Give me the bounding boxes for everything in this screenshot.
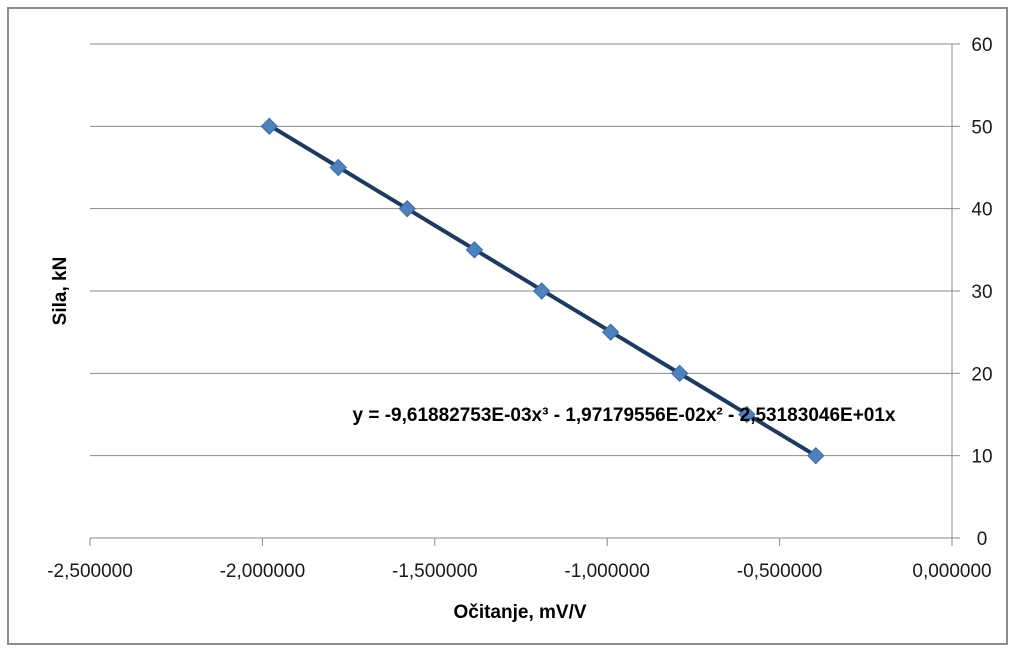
data-point [260,117,279,136]
trendline-equation: y = -9,61882753E-03x³ - 1,97179556E-02x²… [353,405,896,426]
x-tick-labels: -2,500000 -2,000000 -1,500000 -1,000000 -0,5… [47,561,991,582]
y-tick-label: 20 [971,364,992,385]
x-tick-label: 0,000000 [912,561,991,582]
chart-frame [7,7,1008,645]
data-point [670,364,689,383]
y-tick-label: 10 [971,447,992,468]
axes [89,43,960,546]
x-tick-label: -1,500000 [392,561,478,582]
x-tick-label: -2,000000 [220,561,306,582]
data-point [807,446,825,465]
y-axis-title: Sila, kN [50,257,71,326]
x-tick-label: -0,500000 [737,561,823,582]
data-point [601,323,620,341]
data-point [738,405,756,424]
y-tick-label: 60 [971,35,992,56]
y-tick-label: 50 [971,117,992,138]
grid-lines [90,43,952,457]
data-point [532,282,551,300]
data-points [260,117,825,465]
x-axis-title: Očitanje, mV/V [453,602,586,623]
y-tick-label: 30 [971,282,992,303]
x-tick-label: -2,500000 [47,561,133,582]
data-point [329,158,347,177]
y-tick-label: 40 [971,200,992,221]
data-point [465,241,484,259]
data-point [398,199,416,218]
y-tick-labels: 0 10 20 30 40 50 60 [971,35,992,550]
y-tick-label: 0 [977,529,988,550]
x-tick-label: -1,000000 [564,561,650,582]
